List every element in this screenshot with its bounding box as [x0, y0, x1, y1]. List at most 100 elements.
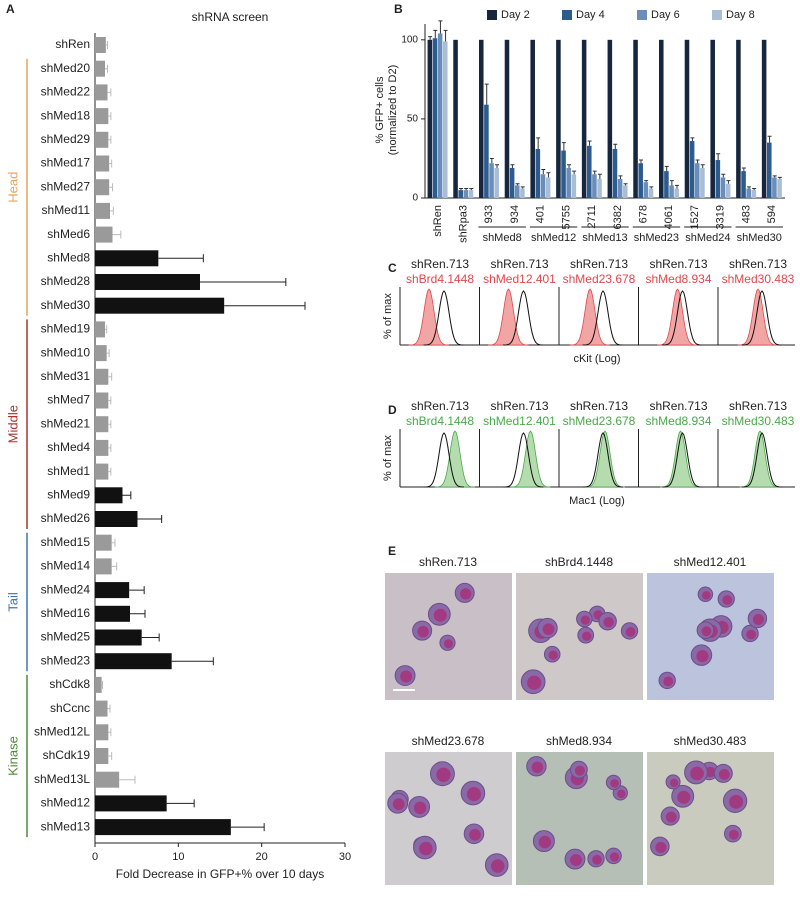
bar [659, 39, 664, 199]
control-label: shRen.713 [411, 399, 469, 413]
error-bar [428, 36, 433, 40]
bar [648, 188, 654, 198]
bar [674, 188, 679, 198]
sample-histogram [739, 430, 781, 488]
bar [95, 392, 109, 409]
bar [95, 321, 105, 338]
category-label: 5755 [560, 205, 572, 229]
sample-label: shMed30.483 [722, 272, 795, 286]
group-label: shMed8 [483, 232, 522, 244]
nucleus [392, 798, 405, 811]
y-axis-label: % of max [382, 435, 394, 481]
panel-label: B [394, 2, 403, 16]
error-bar [459, 188, 463, 191]
category-label: shMed22 [41, 85, 91, 99]
error-bar [752, 188, 757, 191]
bar [95, 37, 106, 53]
bar [772, 177, 777, 198]
error-bar [721, 173, 726, 178]
bar [463, 190, 469, 198]
category-label: shMed19 [41, 322, 91, 336]
bar [535, 148, 541, 198]
bar [95, 700, 108, 717]
nucleus [669, 778, 679, 788]
bar [95, 345, 107, 362]
error-bar [669, 180, 674, 186]
error-bar [597, 173, 602, 180]
error-bar [112, 230, 122, 239]
nucleus [436, 767, 451, 782]
group-label: Middle [5, 405, 20, 443]
bar [489, 163, 494, 198]
group-label: shMed24 [685, 232, 730, 244]
category-label: shMed12 [41, 796, 91, 810]
group-label: shMed13 [582, 232, 627, 244]
category-label: shMed9 [47, 487, 90, 501]
category-label: shMed14 [41, 559, 91, 573]
sample-histogram [660, 430, 701, 488]
error-bar [108, 112, 112, 121]
nucleus [722, 595, 733, 605]
chart-title: shRNA screen [192, 10, 269, 24]
bar [710, 39, 715, 199]
y-tick-label: 50 [407, 114, 419, 125]
nucleus [570, 854, 582, 867]
bar [545, 177, 551, 198]
error-bar [623, 183, 628, 186]
nucleus [663, 676, 674, 687]
y-axis-label: % of max [382, 293, 394, 339]
error-bar [108, 372, 113, 381]
bar [592, 174, 597, 198]
bar [95, 297, 225, 314]
group-label: shMed30 [737, 232, 782, 244]
bar [95, 724, 109, 741]
bar [777, 179, 782, 198]
panel-label: E [388, 544, 396, 558]
caption: shRen.713 [419, 555, 477, 569]
error-bar [158, 254, 204, 263]
bar [468, 190, 474, 198]
error-bar [541, 169, 546, 175]
nucleus [531, 761, 544, 774]
nucleus [603, 616, 614, 628]
nucleus [548, 650, 558, 660]
error-bar [489, 157, 494, 164]
error-bar [106, 349, 110, 358]
category-label: shMed29 [41, 132, 91, 146]
nucleus [677, 790, 691, 804]
legend-swatch [487, 10, 497, 20]
category-label: shMed23 [41, 653, 91, 667]
control-histogram [662, 432, 703, 488]
control-label: shRen.713 [570, 257, 628, 271]
bar [504, 39, 510, 199]
legend-label: Day 8 [726, 9, 755, 21]
error-bar [495, 164, 499, 168]
error-bar [690, 137, 695, 142]
sample-histogram [737, 288, 779, 346]
x-tick-label: 10 [172, 851, 184, 863]
bar [95, 439, 109, 456]
control-label: shRen.713 [649, 257, 707, 271]
error-bar [137, 515, 163, 523]
bar [95, 179, 110, 196]
sample-histogram [584, 430, 626, 488]
control-label: shRen.713 [729, 257, 787, 271]
category-label: 678 [637, 205, 649, 223]
nucleus [433, 608, 447, 622]
bar [556, 39, 561, 199]
error-bar [561, 142, 566, 151]
error-bar [613, 143, 618, 149]
nucleus [400, 670, 413, 683]
y-axis-label: % GFP+ cells [374, 76, 386, 143]
bar [479, 39, 484, 199]
error-bar [107, 88, 112, 97]
sample-label: shBrd4.1448 [406, 272, 474, 286]
error-bar [649, 186, 654, 189]
category-label: 2711 [586, 205, 598, 229]
nucleus [527, 675, 542, 690]
category-label: 3319 [715, 205, 727, 229]
category-label: shMed30 [41, 298, 91, 312]
bar [607, 39, 613, 199]
nucleus [701, 626, 712, 637]
error-bar [695, 159, 700, 164]
